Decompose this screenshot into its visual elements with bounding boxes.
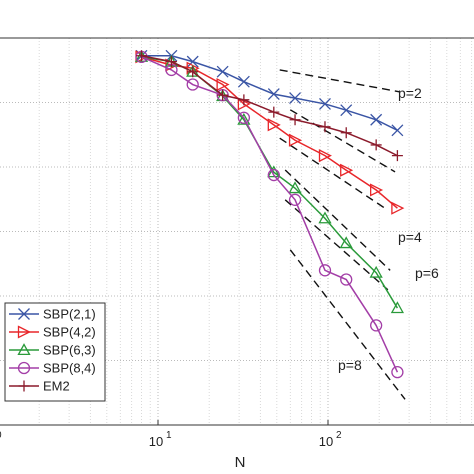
marker xyxy=(165,56,177,68)
marker xyxy=(369,265,383,278)
x-tick-exponent: 0 xyxy=(0,430,2,441)
marker xyxy=(339,236,353,249)
marker xyxy=(319,97,331,110)
annotation: p=2 xyxy=(398,85,422,101)
marker xyxy=(217,89,229,101)
marker xyxy=(340,104,353,117)
marker xyxy=(288,133,303,147)
marker xyxy=(186,78,199,91)
legend-label: SBP(4,2) xyxy=(43,325,96,340)
marker xyxy=(238,94,250,106)
legend: SBP(2,1) SBP(4,2) SBP(6,3) SBP(8,4) EM2 xyxy=(4,302,106,402)
marker xyxy=(288,181,302,194)
marker xyxy=(216,77,230,92)
marker xyxy=(136,50,148,62)
marker xyxy=(267,165,281,178)
marker xyxy=(318,149,332,163)
marker xyxy=(340,273,353,286)
marker xyxy=(391,124,404,137)
annotation: p=8 xyxy=(338,357,362,373)
marker xyxy=(370,139,382,151)
marker xyxy=(370,319,383,332)
series-line xyxy=(141,56,399,373)
marker xyxy=(340,163,354,177)
legend-label: SBP(2,1) xyxy=(43,307,96,322)
reference-line xyxy=(289,109,396,173)
legend-label: EM2 xyxy=(43,379,70,394)
marker xyxy=(237,75,250,88)
reference-line xyxy=(284,169,391,271)
x-tick-exponent: 2 xyxy=(336,430,342,441)
marker xyxy=(370,113,383,126)
marker xyxy=(319,121,331,133)
marker xyxy=(17,361,31,375)
marker xyxy=(318,264,332,277)
marker xyxy=(267,168,280,182)
marker xyxy=(391,365,404,379)
series-line xyxy=(141,56,398,209)
marker xyxy=(237,111,251,124)
marker xyxy=(18,308,30,320)
reference-line xyxy=(279,137,386,209)
series-line xyxy=(141,56,399,309)
marker xyxy=(216,65,229,78)
marker xyxy=(187,66,199,78)
marker xyxy=(18,380,30,392)
x-tick-label: 10 xyxy=(149,434,163,449)
legend-label: SBP(6,3) xyxy=(43,343,96,358)
marker xyxy=(340,127,352,139)
legend-label: SBP(8,4) xyxy=(43,361,96,376)
marker xyxy=(370,183,384,197)
marker xyxy=(186,55,199,68)
marker xyxy=(289,114,301,126)
marker xyxy=(267,118,281,132)
marker xyxy=(391,150,403,162)
marker xyxy=(318,211,332,224)
annotation: p=4 xyxy=(398,229,422,245)
reference-line xyxy=(289,249,406,400)
marker xyxy=(17,343,31,356)
marker xyxy=(390,301,405,314)
x-tick-label: 10 xyxy=(319,434,333,449)
marker xyxy=(268,106,280,118)
series-line xyxy=(141,55,398,157)
marker xyxy=(237,112,251,125)
legend-box xyxy=(4,302,106,402)
marker xyxy=(289,92,302,105)
annotation: p=6 xyxy=(415,265,439,281)
x-axis-label: N xyxy=(235,454,246,471)
reference-line xyxy=(284,199,389,291)
reference-line xyxy=(279,69,401,93)
marker xyxy=(267,88,280,101)
x-tick-exponent: 1 xyxy=(166,430,172,441)
marker xyxy=(288,193,302,206)
marker xyxy=(391,201,405,215)
marker xyxy=(17,325,31,339)
